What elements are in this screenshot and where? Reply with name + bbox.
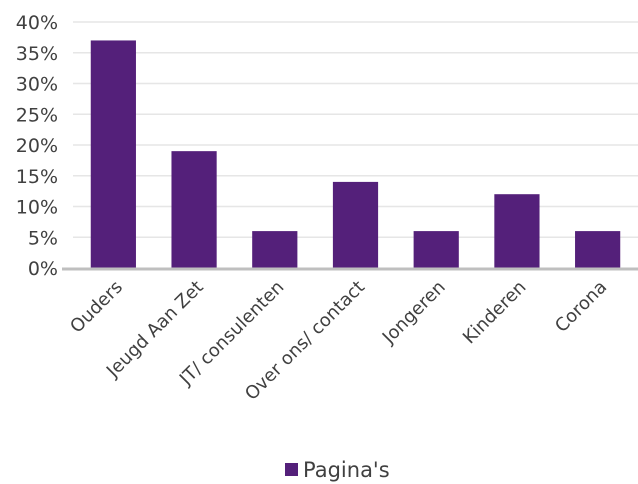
bar (252, 231, 298, 268)
legend-label-paginas: Pagina's (303, 458, 390, 482)
y-tick-label: 40% (16, 12, 58, 34)
y-tick-label: 0% (28, 258, 58, 280)
bar (171, 151, 217, 268)
y-axis-ticks: 0% 5% 10% 15% 20% 25% 30% 35% 40% (16, 12, 58, 280)
x-category-label: Corona (551, 277, 611, 337)
y-tick-label: 25% (16, 104, 58, 126)
x-category-label: Ouders (66, 277, 127, 338)
y-tick-label: 30% (16, 74, 58, 96)
bar (413, 231, 459, 268)
bar (494, 194, 540, 268)
y-tick-label: 5% (28, 227, 58, 249)
x-category-label: Jongeren (378, 277, 450, 349)
legend-swatch-paginas (285, 463, 298, 476)
y-tick-label: 15% (16, 166, 58, 188)
x-category-label: Kinderen (459, 277, 531, 349)
bars (90, 40, 621, 269)
y-tick-label: 10% (16, 197, 58, 219)
gridlines (73, 21, 638, 238)
bar (575, 231, 621, 268)
y-tick-label: 35% (16, 43, 58, 65)
bar (332, 181, 379, 268)
y-tick-label: 20% (16, 135, 58, 157)
bar (90, 40, 136, 269)
legend: Pagina's (285, 458, 390, 482)
